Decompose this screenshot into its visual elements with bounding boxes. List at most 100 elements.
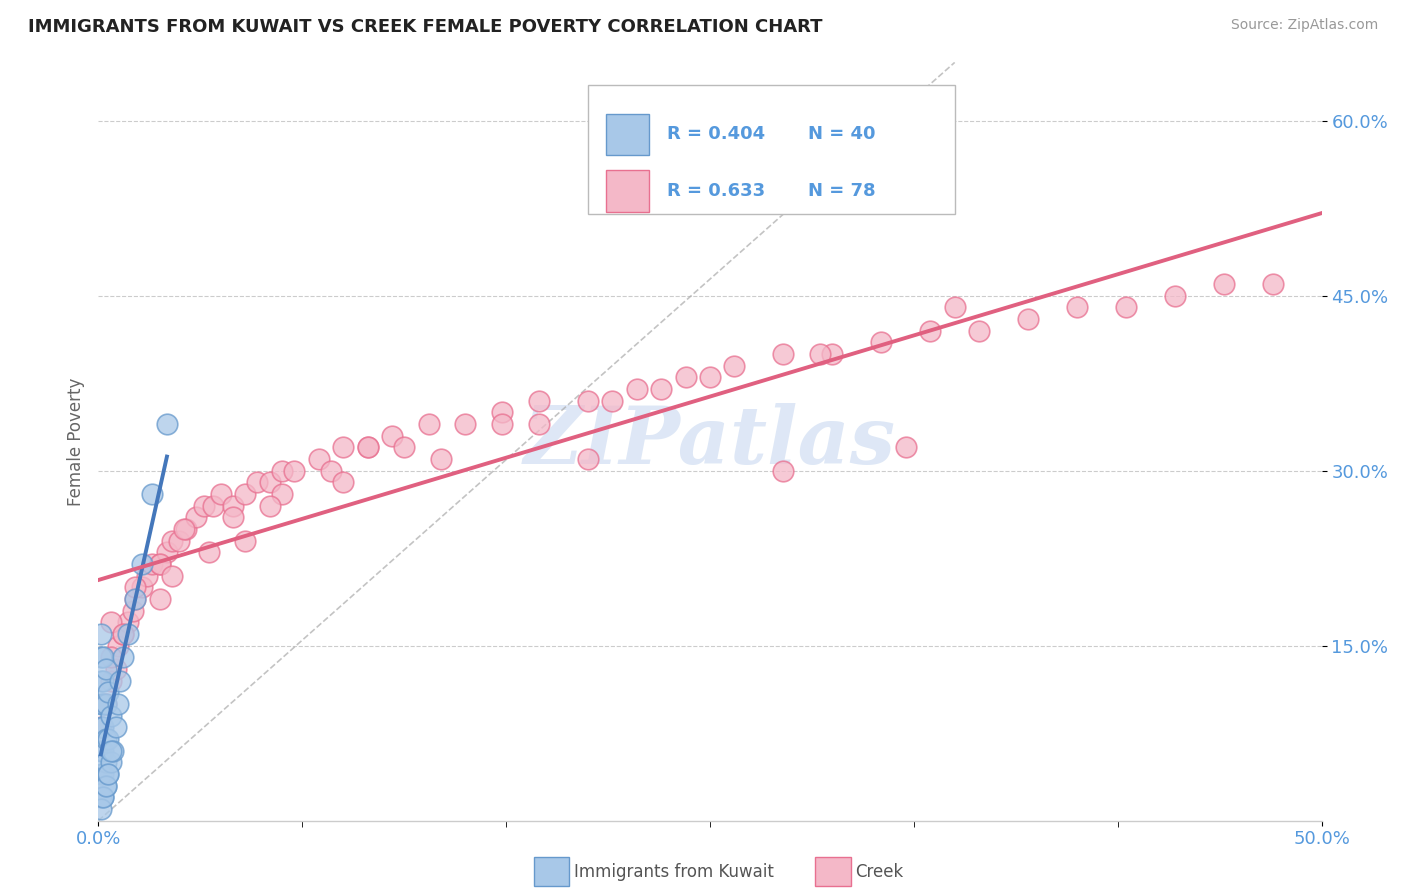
Point [202,499,225,513]
Text: ZIPatlas: ZIPatlas [524,403,896,480]
Point [772,347,794,361]
Point [91,720,114,734]
Point [675,370,697,384]
Point [491,405,513,419]
Point [626,382,648,396]
Point [870,335,893,350]
Point [90,744,112,758]
Point [491,417,513,431]
Point [418,417,440,431]
Text: R = 0.633: R = 0.633 [668,182,765,201]
Text: R = 0.404: R = 0.404 [668,126,765,144]
Point [527,417,550,431]
Point [149,557,172,571]
Point [319,464,342,478]
Point [94,779,117,793]
Point [97,731,120,746]
Point [259,475,281,490]
Point [430,452,453,467]
Point [356,441,378,455]
Point [894,441,917,455]
Point [107,639,129,653]
Point [149,557,172,571]
Point [772,464,794,478]
Point [160,533,183,548]
Point [94,662,117,676]
Point [1261,277,1284,291]
Point [90,720,112,734]
Point [209,487,232,501]
Y-axis label: Female Poverty: Female Poverty [66,377,84,506]
Point [392,441,416,455]
Point [259,499,281,513]
Point [117,615,139,630]
Point [233,533,256,548]
Point [173,522,195,536]
Point [1212,277,1234,291]
Point [222,510,245,524]
Point [167,533,190,548]
Point [90,697,112,711]
Point [270,487,294,501]
Point [1017,312,1039,326]
Text: IMMIGRANTS FROM KUWAIT VS CREEK FEMALE POVERTY CORRELATION CHART: IMMIGRANTS FROM KUWAIT VS CREEK FEMALE P… [28,18,823,36]
Point [156,545,179,559]
Point [808,347,831,361]
Point [100,756,122,770]
Point [91,650,114,665]
Point [94,756,117,770]
Point [100,744,122,758]
Point [1164,289,1187,303]
Point [131,557,153,571]
Point [91,697,114,711]
Point [111,627,134,641]
Point [246,475,269,490]
Point [91,790,114,805]
FancyBboxPatch shape [588,85,955,214]
Point [97,767,120,781]
Point [527,393,550,408]
Point [90,767,112,781]
Point [149,592,172,607]
Point [90,790,112,805]
Point [104,720,127,734]
Point [332,441,354,455]
Point [141,557,163,571]
Point [90,802,112,816]
Point [100,615,122,630]
Point [233,487,256,501]
Point [332,475,354,490]
Point [1115,301,1137,315]
Point [91,673,114,688]
Point [111,627,134,641]
Point [100,673,122,688]
Point [141,487,163,501]
Point [699,370,721,384]
Point [117,627,139,641]
Point [97,685,120,699]
Point [967,324,990,338]
Point [222,499,245,513]
Point [110,673,132,688]
Point [186,510,208,524]
Point [91,767,114,781]
Point [91,790,114,805]
Point [197,545,219,559]
Point [600,393,623,408]
Point [576,452,599,467]
Point [576,393,599,408]
Point [270,464,294,478]
Point [160,568,183,582]
Point [94,779,117,793]
Point [156,417,179,431]
Text: N = 78: N = 78 [808,182,876,201]
Point [381,428,404,442]
Point [124,592,146,607]
Point [723,359,745,373]
Point [94,731,117,746]
Point [91,744,114,758]
Point [283,464,305,478]
Text: N = 40: N = 40 [808,126,876,144]
Text: Source: ZipAtlas.com: Source: ZipAtlas.com [1230,18,1378,32]
Point [920,324,942,338]
